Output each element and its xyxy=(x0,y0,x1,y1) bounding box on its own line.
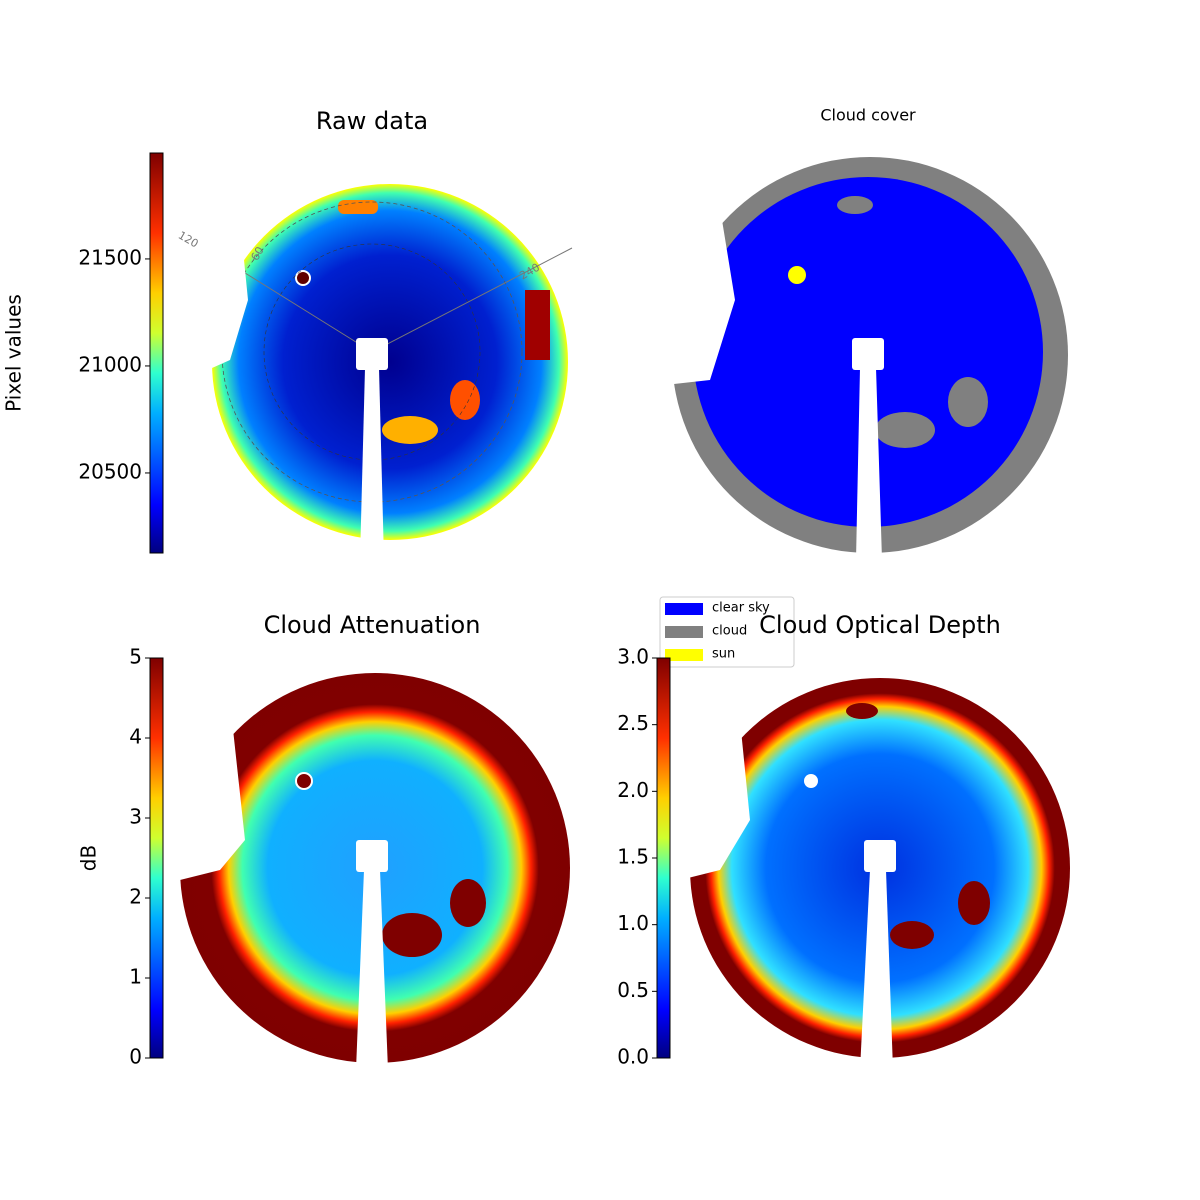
colorbar-tick-label: 3.0 xyxy=(617,645,649,669)
legend-label: sun xyxy=(712,647,735,662)
cloud-patch xyxy=(382,416,438,444)
mask xyxy=(665,180,735,385)
sky-images xyxy=(170,157,1070,1070)
colorbar-tick-label: 2 xyxy=(129,885,142,909)
sun-spot xyxy=(295,772,313,790)
chart-title: Cloud Attenuation xyxy=(264,611,481,639)
mask xyxy=(170,680,245,880)
sun-spot xyxy=(804,774,818,788)
colorbar-tick-label: 0 xyxy=(129,1045,142,1069)
cloud-patch xyxy=(958,881,990,925)
cloud-patch xyxy=(338,200,378,214)
colorbar-tick-label: 2.5 xyxy=(617,711,649,735)
mask xyxy=(680,690,750,880)
polar-spoke xyxy=(371,247,573,353)
colorbar-tick-label: 5 xyxy=(129,645,142,669)
colorbar-tick-label: 0.5 xyxy=(617,978,649,1002)
colorbar-tick-label: 0.0 xyxy=(617,1045,649,1069)
cloud-patch xyxy=(525,290,550,360)
chart-title: Cloud Optical Depth xyxy=(759,611,1001,639)
colorbar-tick-label: 4 xyxy=(129,725,142,749)
colorbar xyxy=(656,657,671,1059)
colorbar xyxy=(149,657,164,1059)
legend-swatch xyxy=(665,649,703,661)
cloud-patch xyxy=(846,703,878,719)
colorbar-tick-label: 20500 xyxy=(78,459,142,483)
colorbar xyxy=(149,152,164,554)
mask xyxy=(185,180,248,380)
camera-arm xyxy=(356,338,896,1070)
legend-label: clear sky xyxy=(712,601,770,616)
cloud-patch xyxy=(875,412,935,448)
sun-spot xyxy=(295,270,311,286)
legend-swatch xyxy=(665,603,703,615)
colorbar-tick-label: 21500 xyxy=(78,245,142,269)
legend-swatch xyxy=(665,626,703,638)
colorbar-tick-label: 1.0 xyxy=(617,911,649,935)
raw-image xyxy=(212,184,568,540)
chart-title: Cloud cover xyxy=(820,106,916,125)
cloud-patch xyxy=(450,380,480,420)
cloud-patch xyxy=(450,879,486,927)
cloud-patch xyxy=(382,913,442,957)
cloud-patch xyxy=(890,921,934,949)
colorbar-tick-label: 3 xyxy=(129,805,142,829)
polar-label: 60 xyxy=(248,244,266,263)
colorbar-tick-label: 21000 xyxy=(78,352,142,376)
colorbar-label: dB xyxy=(77,845,101,871)
cloud-patch xyxy=(837,196,873,214)
sun-spot xyxy=(788,266,806,284)
colorbar-tick-label: 1.5 xyxy=(617,845,649,869)
chart-title: Raw data xyxy=(316,107,428,135)
legend-label: cloud xyxy=(712,624,747,639)
colorbar-tick-label: 1 xyxy=(129,965,142,989)
colorbar-label: Pixel values xyxy=(2,294,26,412)
cloud-patch xyxy=(948,377,988,427)
colorbar-tick-label: 2.0 xyxy=(617,778,649,802)
